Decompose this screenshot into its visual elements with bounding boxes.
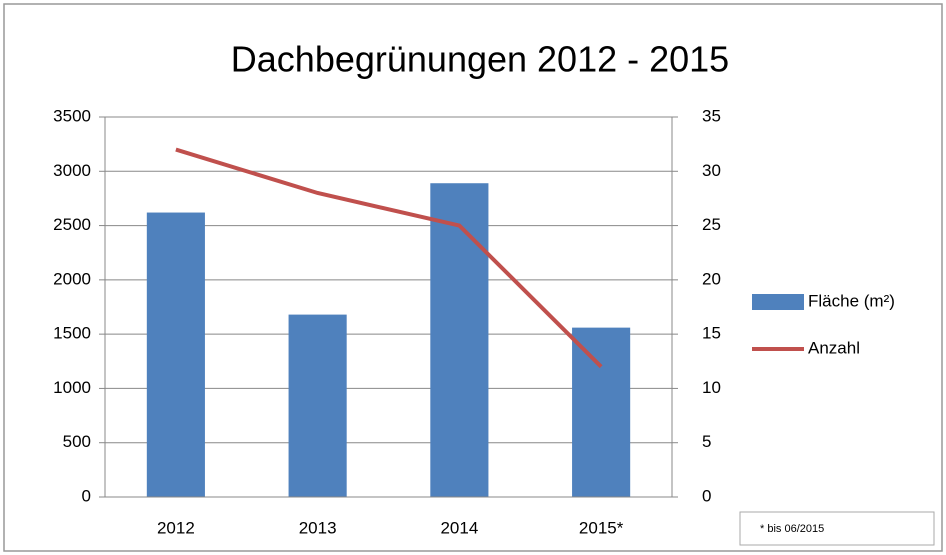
x-tick-label: 2014: [440, 518, 478, 537]
y-tick-label: 3500: [53, 106, 91, 125]
x-tick-label: 2015*: [579, 518, 624, 537]
x-tick-label: 2012: [157, 518, 195, 537]
y2-tick-label: 5: [702, 432, 711, 451]
bar: [288, 314, 347, 497]
y2-tick-label: 35: [702, 106, 721, 125]
y2-tick-label: 30: [702, 161, 721, 180]
bar: [146, 212, 205, 498]
y2-tick-label: 25: [702, 215, 721, 234]
y2-tick-label: 20: [702, 269, 721, 288]
y-tick-label: 2000: [53, 269, 91, 288]
y-tick-label: 500: [63, 432, 91, 451]
legend-label: Anzahl: [808, 338, 860, 357]
y-tick-label: 0: [82, 486, 91, 505]
y2-tick-label: 15: [702, 324, 721, 343]
y-tick-label: 3000: [53, 161, 91, 180]
y2-tick-label: 10: [702, 378, 721, 397]
bar: [430, 183, 489, 497]
legend-swatch: [752, 294, 804, 310]
y2-tick-label: 0: [702, 486, 711, 505]
bar: [572, 327, 631, 497]
legend-label: Fläche (m²): [808, 291, 895, 310]
y-tick-label: 2500: [53, 215, 91, 234]
line: [175, 147, 603, 369]
x-tick-label: 2013: [299, 518, 337, 537]
y-tick-label: 1500: [53, 324, 91, 343]
annotation-box: [739, 511, 935, 546]
chart-title: Dachbegrünungen 2012 - 2015: [231, 39, 729, 80]
annotation: * bis 06/2015: [760, 523, 824, 535]
y-tick-label: 1000: [53, 378, 91, 397]
